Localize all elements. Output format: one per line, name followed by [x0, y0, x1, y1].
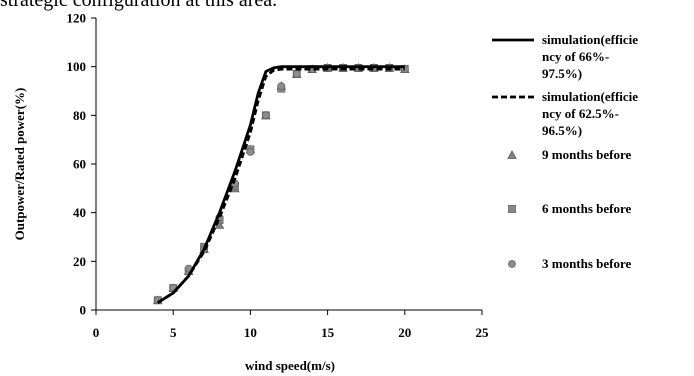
x-axis-title: wind speed(m/s) — [245, 358, 335, 373]
data-point-circle — [246, 147, 255, 156]
chart-axes: 0 20 40 60 80 100 120 0 5 10 15 20 25 — [67, 11, 490, 341]
chart-legend: simulation(efficie ncy of 66%- 97.5%) simul… — [492, 32, 638, 271]
legend-label: ncy of 62.5%- — [542, 106, 619, 121]
legend-label: 6 months before — [542, 201, 632, 216]
data-point-circle — [277, 82, 286, 91]
y-tick-label: 0 — [80, 303, 87, 318]
series-2 — [157, 67, 405, 304]
series-line — [157, 67, 405, 304]
data-point-circle — [261, 111, 270, 120]
legend-label: simulation(efficie — [542, 89, 638, 104]
legend-label: simulation(efficie — [542, 32, 638, 47]
y-tick-label: 100 — [67, 59, 87, 74]
series-line — [157, 65, 405, 304]
x-tick-label: 5 — [170, 325, 177, 340]
legend-marker-swatch — [508, 205, 516, 213]
legend-label: 97.5%) — [542, 66, 582, 81]
y-tick-label: 80 — [73, 108, 86, 123]
x-tick-label: 20 — [398, 325, 411, 340]
legend-label: ncy of 66%- — [542, 49, 609, 64]
data-point-circle — [292, 70, 301, 78]
legend-label: 3 months before — [542, 256, 632, 271]
series-1 — [157, 65, 405, 304]
x-tick-label: 15 — [321, 325, 335, 340]
y-tick-label: 20 — [73, 254, 86, 269]
y-tick-label: 60 — [73, 157, 86, 172]
legend-marker-swatch — [508, 260, 516, 268]
x-tick-label: 25 — [476, 325, 490, 340]
legend-label: 9 months before — [542, 147, 632, 162]
x-tick-label: 0 — [93, 325, 100, 340]
legend-marker-swatch — [507, 150, 517, 159]
y-tick-label: 40 — [73, 205, 86, 220]
y-tick-label: 120 — [67, 11, 87, 26]
page-caption: strategic configuration at this area. — [0, 0, 278, 11]
chart-series — [153, 63, 410, 305]
x-tick-label: 10 — [244, 325, 257, 340]
legend-label: 96.5%) — [542, 123, 582, 138]
y-axis-title: Outpower/Rated power(%) — [12, 88, 27, 241]
